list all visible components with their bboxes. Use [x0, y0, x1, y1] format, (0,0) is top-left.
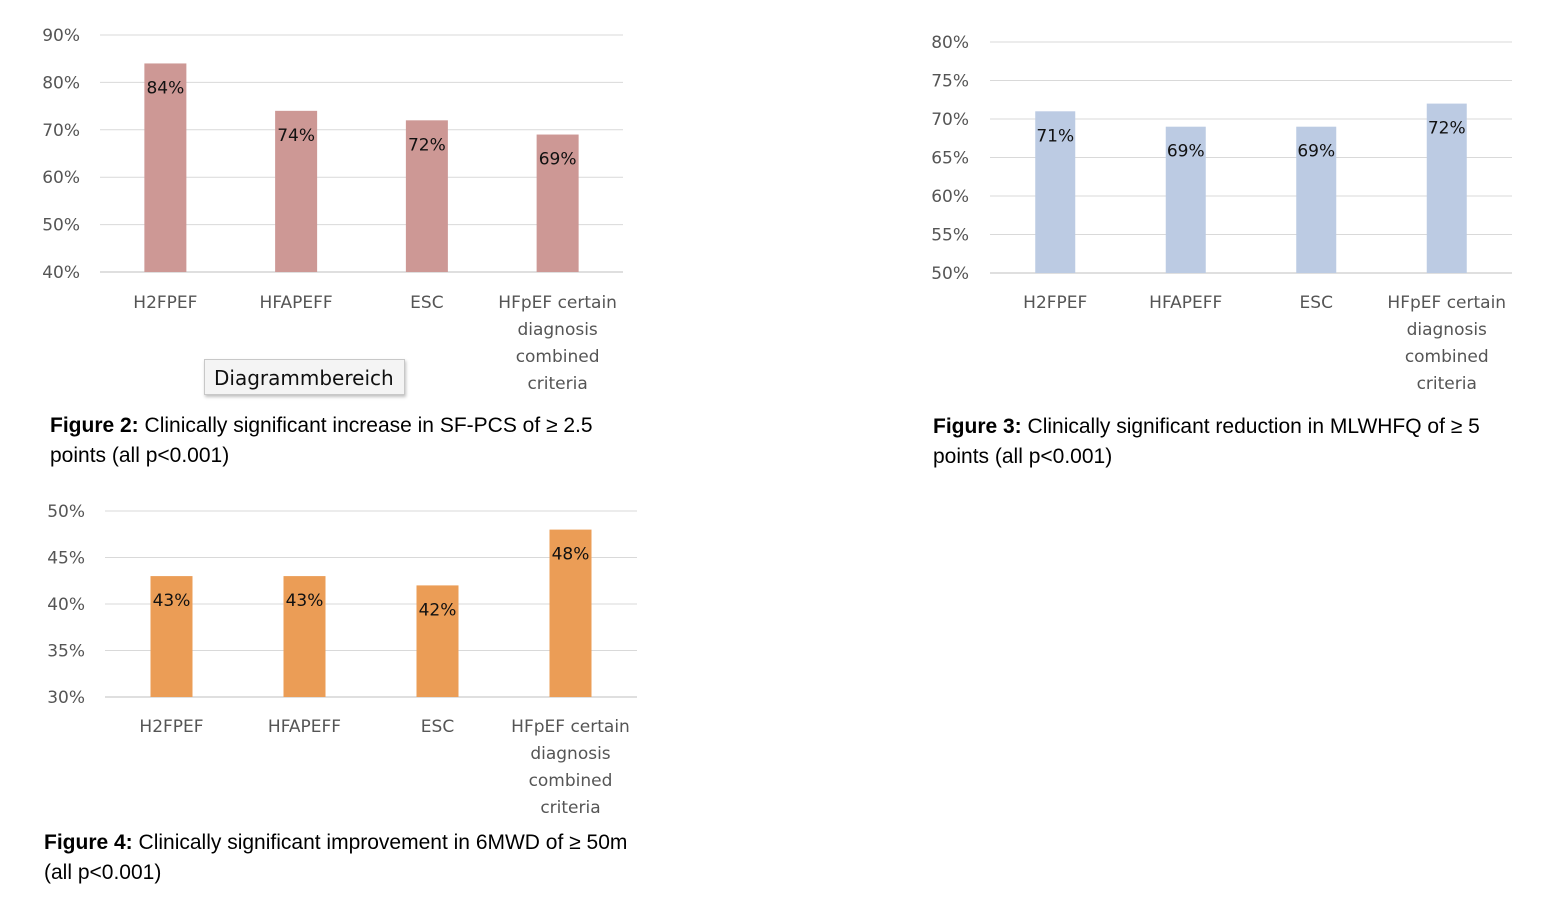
y-tick-label: 60%	[931, 187, 969, 207]
data-label: 69%	[1297, 142, 1335, 162]
figure-3-caption: Figure 3: Clinically significant reducti…	[933, 412, 1523, 472]
y-tick-label: 70%	[42, 121, 80, 141]
data-label: 72%	[1428, 119, 1466, 139]
data-label: 43%	[153, 591, 191, 611]
bar	[1035, 111, 1076, 273]
y-tick-label: 65%	[931, 149, 969, 169]
y-tick-label: 55%	[931, 226, 969, 246]
data-label: 48%	[552, 545, 590, 565]
y-tick-label: 75%	[931, 72, 969, 92]
data-label: 69%	[1167, 142, 1205, 162]
y-tick-label: 30%	[47, 688, 85, 708]
data-label: 84%	[146, 78, 184, 98]
y-tick-label: 40%	[47, 595, 85, 615]
bar	[144, 63, 187, 272]
bar	[416, 585, 459, 697]
figure-4-caption: Figure 4: Clinically significant improve…	[44, 828, 634, 888]
category-label: HFAPEFF	[260, 293, 333, 313]
bar	[283, 576, 326, 697]
category-label: ESC	[1300, 293, 1333, 313]
figure-3-caption-label: Figure 3:	[933, 415, 1022, 438]
data-label: 74%	[277, 126, 315, 146]
bar	[405, 120, 448, 272]
figure-3-caption-text: Clinically significant reduction in MLWH…	[933, 415, 1480, 468]
y-tick-label: 50%	[47, 502, 85, 522]
y-tick-label: 50%	[931, 264, 969, 284]
category-label: HFAPEFF	[268, 717, 341, 737]
bar	[549, 529, 592, 697]
category-label: ESC	[421, 717, 454, 737]
figure-2-caption: Figure 2: Clinically significant increas…	[50, 411, 640, 471]
y-tick-label: 80%	[931, 33, 969, 53]
figure-2-caption-text: Clinically significant increase in SF-PC…	[50, 414, 593, 467]
category-label: HFAPEFF	[1149, 293, 1222, 313]
category-label: H2FPEF	[1023, 293, 1087, 313]
category-label: H2FPEF	[139, 717, 203, 737]
bar	[275, 110, 318, 272]
bar	[536, 134, 579, 272]
data-label: 42%	[419, 600, 457, 620]
data-label: 43%	[286, 591, 324, 611]
category-label: HFpEF certain diagnosis combined criteria	[498, 293, 617, 394]
y-tick-label: 35%	[47, 642, 85, 662]
chart-area-tooltip: Diagrammbereich	[204, 359, 405, 395]
y-tick-label: 90%	[42, 26, 80, 46]
category-label: H2FPEF	[133, 293, 197, 313]
y-tick-label: 70%	[931, 110, 969, 130]
category-label: ESC	[410, 293, 443, 313]
category-label: HFpEF certain diagnosis combined criteria	[1387, 293, 1506, 394]
data-label: 71%	[1036, 126, 1074, 146]
y-tick-label: 80%	[42, 73, 80, 93]
bar	[1165, 126, 1206, 273]
y-tick-label: 50%	[42, 216, 80, 236]
y-tick-label: 60%	[42, 168, 80, 188]
figure-4-caption-text: Clinically significant improvement in 6M…	[44, 831, 628, 884]
bar	[1296, 126, 1337, 273]
figure-4-caption-label: Figure 4:	[44, 831, 133, 854]
y-tick-label: 40%	[42, 263, 80, 283]
data-label: 72%	[408, 135, 446, 155]
figure-2-caption-label: Figure 2:	[50, 414, 139, 437]
data-label: 69%	[539, 150, 577, 170]
y-tick-label: 45%	[47, 549, 85, 569]
bar	[1426, 103, 1467, 273]
category-label: HFpEF certain diagnosis combined criteria	[511, 717, 630, 818]
bar	[150, 576, 193, 697]
